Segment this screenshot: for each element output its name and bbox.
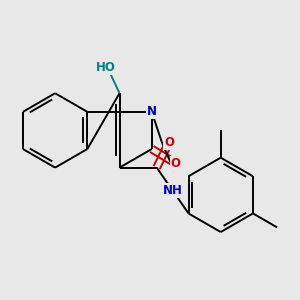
- Text: NH: NH: [163, 184, 183, 197]
- Text: N: N: [147, 105, 157, 118]
- Text: O: O: [171, 157, 181, 170]
- Text: O: O: [164, 136, 174, 149]
- Text: HO: HO: [96, 61, 116, 74]
